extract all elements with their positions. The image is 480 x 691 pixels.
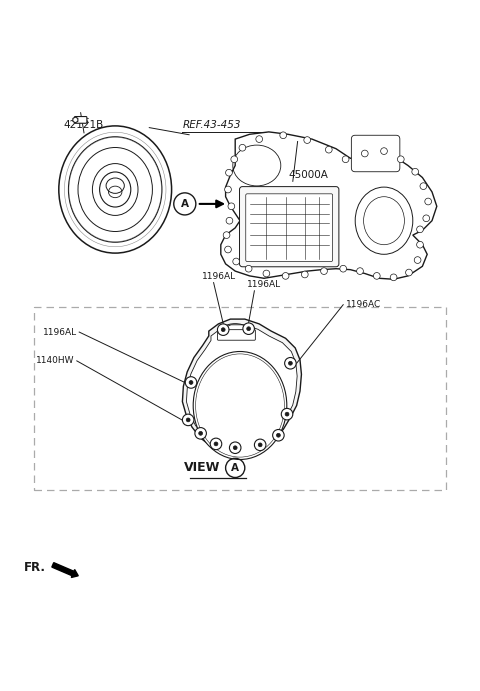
Circle shape xyxy=(226,218,233,224)
Circle shape xyxy=(412,169,419,175)
Circle shape xyxy=(258,443,262,447)
Circle shape xyxy=(276,433,280,437)
Circle shape xyxy=(273,430,284,441)
Circle shape xyxy=(245,265,252,272)
Circle shape xyxy=(325,146,332,153)
Circle shape xyxy=(195,428,206,439)
Text: 1196AL: 1196AL xyxy=(202,272,236,281)
Circle shape xyxy=(425,198,432,205)
Circle shape xyxy=(281,408,293,420)
Circle shape xyxy=(420,183,427,189)
Text: FR.: FR. xyxy=(24,561,46,574)
FancyBboxPatch shape xyxy=(74,117,87,123)
FancyBboxPatch shape xyxy=(246,193,333,261)
Circle shape xyxy=(225,246,231,253)
Circle shape xyxy=(301,271,308,278)
Circle shape xyxy=(285,357,296,369)
Text: 1196AL: 1196AL xyxy=(247,280,281,289)
Text: 1196AC: 1196AC xyxy=(346,300,381,309)
Text: REF.43-453: REF.43-453 xyxy=(182,120,241,131)
Polygon shape xyxy=(182,319,301,453)
Text: 1196AL: 1196AL xyxy=(43,328,77,337)
Circle shape xyxy=(285,413,289,416)
Circle shape xyxy=(182,414,194,426)
Circle shape xyxy=(221,328,225,332)
Circle shape xyxy=(231,156,238,162)
Circle shape xyxy=(381,148,387,155)
Circle shape xyxy=(417,226,423,233)
FancyBboxPatch shape xyxy=(351,135,400,172)
Circle shape xyxy=(199,431,203,435)
Circle shape xyxy=(304,137,311,144)
Circle shape xyxy=(228,203,235,209)
Circle shape xyxy=(357,267,363,274)
Text: VIEW: VIEW xyxy=(184,462,221,475)
Circle shape xyxy=(223,231,230,238)
Circle shape xyxy=(417,241,423,248)
Circle shape xyxy=(282,272,289,279)
FancyArrow shape xyxy=(52,562,78,578)
Circle shape xyxy=(288,361,292,365)
Circle shape xyxy=(239,144,246,151)
Circle shape xyxy=(233,446,237,450)
Circle shape xyxy=(263,270,270,277)
Circle shape xyxy=(321,267,327,274)
Circle shape xyxy=(226,169,232,176)
Bar xyxy=(34,307,446,489)
Circle shape xyxy=(390,274,397,281)
Circle shape xyxy=(342,156,349,162)
Circle shape xyxy=(189,381,193,384)
FancyBboxPatch shape xyxy=(240,187,339,267)
FancyBboxPatch shape xyxy=(217,330,255,340)
Circle shape xyxy=(185,377,197,388)
Circle shape xyxy=(256,135,263,142)
Circle shape xyxy=(233,258,240,265)
Circle shape xyxy=(254,439,266,451)
Circle shape xyxy=(414,256,421,263)
Text: A: A xyxy=(231,463,239,473)
Circle shape xyxy=(280,132,287,139)
Circle shape xyxy=(340,265,347,272)
Circle shape xyxy=(361,150,368,157)
Polygon shape xyxy=(221,132,437,279)
Text: 45000A: 45000A xyxy=(288,170,328,180)
Circle shape xyxy=(397,156,404,162)
Text: 42121B: 42121B xyxy=(64,120,104,131)
Circle shape xyxy=(229,442,241,453)
Circle shape xyxy=(186,418,190,422)
Circle shape xyxy=(214,442,218,446)
Text: A: A xyxy=(181,199,189,209)
Circle shape xyxy=(243,323,254,334)
Circle shape xyxy=(210,438,222,450)
Circle shape xyxy=(225,186,231,193)
Circle shape xyxy=(247,327,251,330)
Circle shape xyxy=(373,272,380,279)
Circle shape xyxy=(217,324,229,335)
Polygon shape xyxy=(186,325,297,449)
Polygon shape xyxy=(73,117,78,123)
Circle shape xyxy=(406,269,412,276)
Ellipse shape xyxy=(193,352,287,460)
Circle shape xyxy=(423,215,430,222)
Text: 1140HW: 1140HW xyxy=(36,357,74,366)
